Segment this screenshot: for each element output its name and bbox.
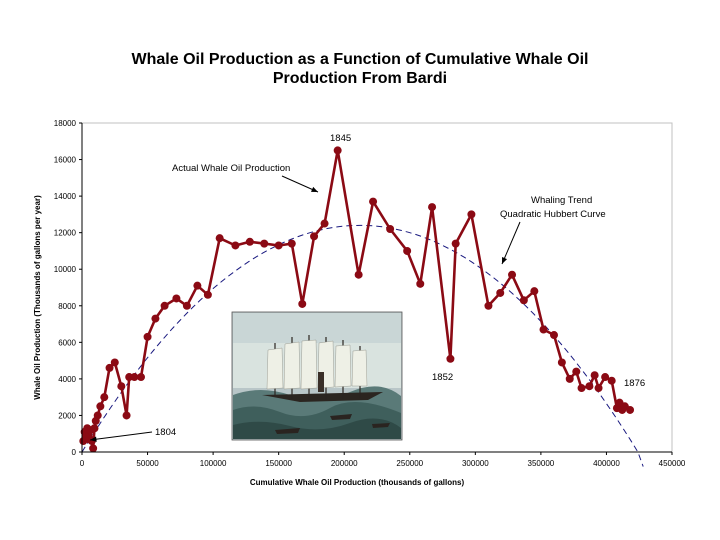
data-point	[93, 411, 102, 420]
data-point	[215, 234, 224, 243]
y-tick-label: 2000	[58, 411, 76, 420]
actual-arrow	[281, 175, 319, 193]
trend-arrow-head	[502, 257, 508, 264]
data-point	[626, 405, 635, 414]
x-tick-label: 200000	[331, 459, 358, 468]
data-point	[585, 382, 594, 391]
y-tick-label: 12000	[54, 229, 77, 238]
data-point	[117, 382, 126, 391]
data-point	[137, 373, 145, 382]
data-point	[110, 358, 119, 367]
data-point	[105, 363, 114, 372]
y-tick-label: 0	[72, 448, 77, 457]
trend-label-line-1: Whaling Trend	[531, 195, 592, 206]
year-1852-label: 1852	[432, 372, 453, 383]
data-point	[565, 374, 574, 383]
data-point	[260, 239, 269, 248]
data-point	[143, 332, 152, 341]
trend-label-line-2: Quadratic Hubbert Curve	[500, 209, 606, 220]
data-point	[590, 371, 599, 380]
x-tick-label: 350000	[528, 459, 555, 468]
year-1804-label: 1804	[155, 427, 176, 438]
x-tick-label: 150000	[265, 459, 292, 468]
data-point	[130, 373, 139, 382]
year-1876-label: 1876	[624, 378, 645, 389]
x-axis-label: Cumulative Whale Oil Production (thousan…	[250, 478, 465, 487]
data-point	[193, 281, 202, 290]
data-point	[96, 402, 105, 411]
y-tick-label: 10000	[54, 265, 77, 274]
data-point	[354, 270, 363, 279]
data-point	[550, 331, 558, 340]
y-tick-label: 14000	[54, 192, 77, 201]
data-point	[577, 384, 586, 393]
data-point	[416, 279, 425, 288]
year-1845-label: 1845	[330, 133, 351, 144]
data-point	[90, 424, 99, 433]
y-tick-label: 16000	[54, 156, 77, 165]
data-point	[310, 232, 319, 241]
data-point	[557, 358, 566, 367]
x-tick-label: 450000	[659, 459, 686, 468]
data-point	[403, 246, 412, 255]
y-tick-label: 4000	[58, 375, 76, 384]
data-point	[519, 296, 528, 305]
chart-title: Whale Oil Production as a Function of Cu…	[80, 50, 640, 88]
data-point	[100, 393, 109, 402]
x-tick-label: 400000	[593, 459, 620, 468]
actual-arrow-head	[311, 186, 318, 192]
data-point	[203, 290, 212, 299]
data-point	[496, 288, 505, 297]
y-tick-label: 6000	[58, 338, 76, 347]
actual-production-label: Actual Whale Oil Production	[172, 163, 290, 174]
x-tick-label: 300000	[462, 459, 489, 468]
data-point	[369, 197, 378, 206]
data-point	[451, 239, 460, 248]
data-point	[572, 367, 581, 376]
data-point	[274, 241, 283, 250]
data-point	[428, 203, 437, 212]
data-point	[172, 294, 181, 303]
data-point	[508, 270, 517, 279]
y-axis-label: Whale Oil Production (Thousands of gallo…	[33, 195, 42, 400]
data-point	[320, 219, 329, 228]
x-tick-label: 250000	[396, 459, 423, 468]
data-point	[89, 444, 98, 453]
data-point	[601, 373, 610, 382]
x-tick-label: 50000	[136, 459, 159, 468]
data-point	[298, 299, 307, 308]
data-point	[160, 301, 169, 310]
data-point	[231, 241, 240, 250]
data-point	[122, 411, 131, 420]
year-1804-arrow	[89, 431, 153, 441]
data-point	[151, 314, 160, 323]
chart-title-line-1: Whale Oil Production as a Function of Cu…	[131, 51, 589, 68]
chart-title-line-2: Production From Bardi	[272, 70, 448, 87]
year-1804-arrow-head	[90, 436, 97, 442]
data-point	[467, 210, 476, 219]
data-point	[594, 384, 603, 393]
data-point	[287, 239, 296, 248]
data-point	[446, 354, 455, 363]
data-point	[539, 325, 548, 334]
data-point	[245, 237, 254, 246]
data-point	[182, 301, 191, 310]
trend-arrow	[501, 221, 521, 265]
x-tick-label: 0	[80, 459, 85, 468]
y-tick-label: 18000	[54, 119, 77, 128]
data-point	[333, 146, 342, 155]
data-point	[484, 301, 493, 310]
y-tick-label: 8000	[58, 302, 76, 311]
data-point	[386, 225, 395, 234]
data-point	[530, 287, 539, 296]
ship-image	[231, 311, 403, 441]
x-tick-label: 100000	[200, 459, 227, 468]
data-point	[607, 376, 616, 385]
